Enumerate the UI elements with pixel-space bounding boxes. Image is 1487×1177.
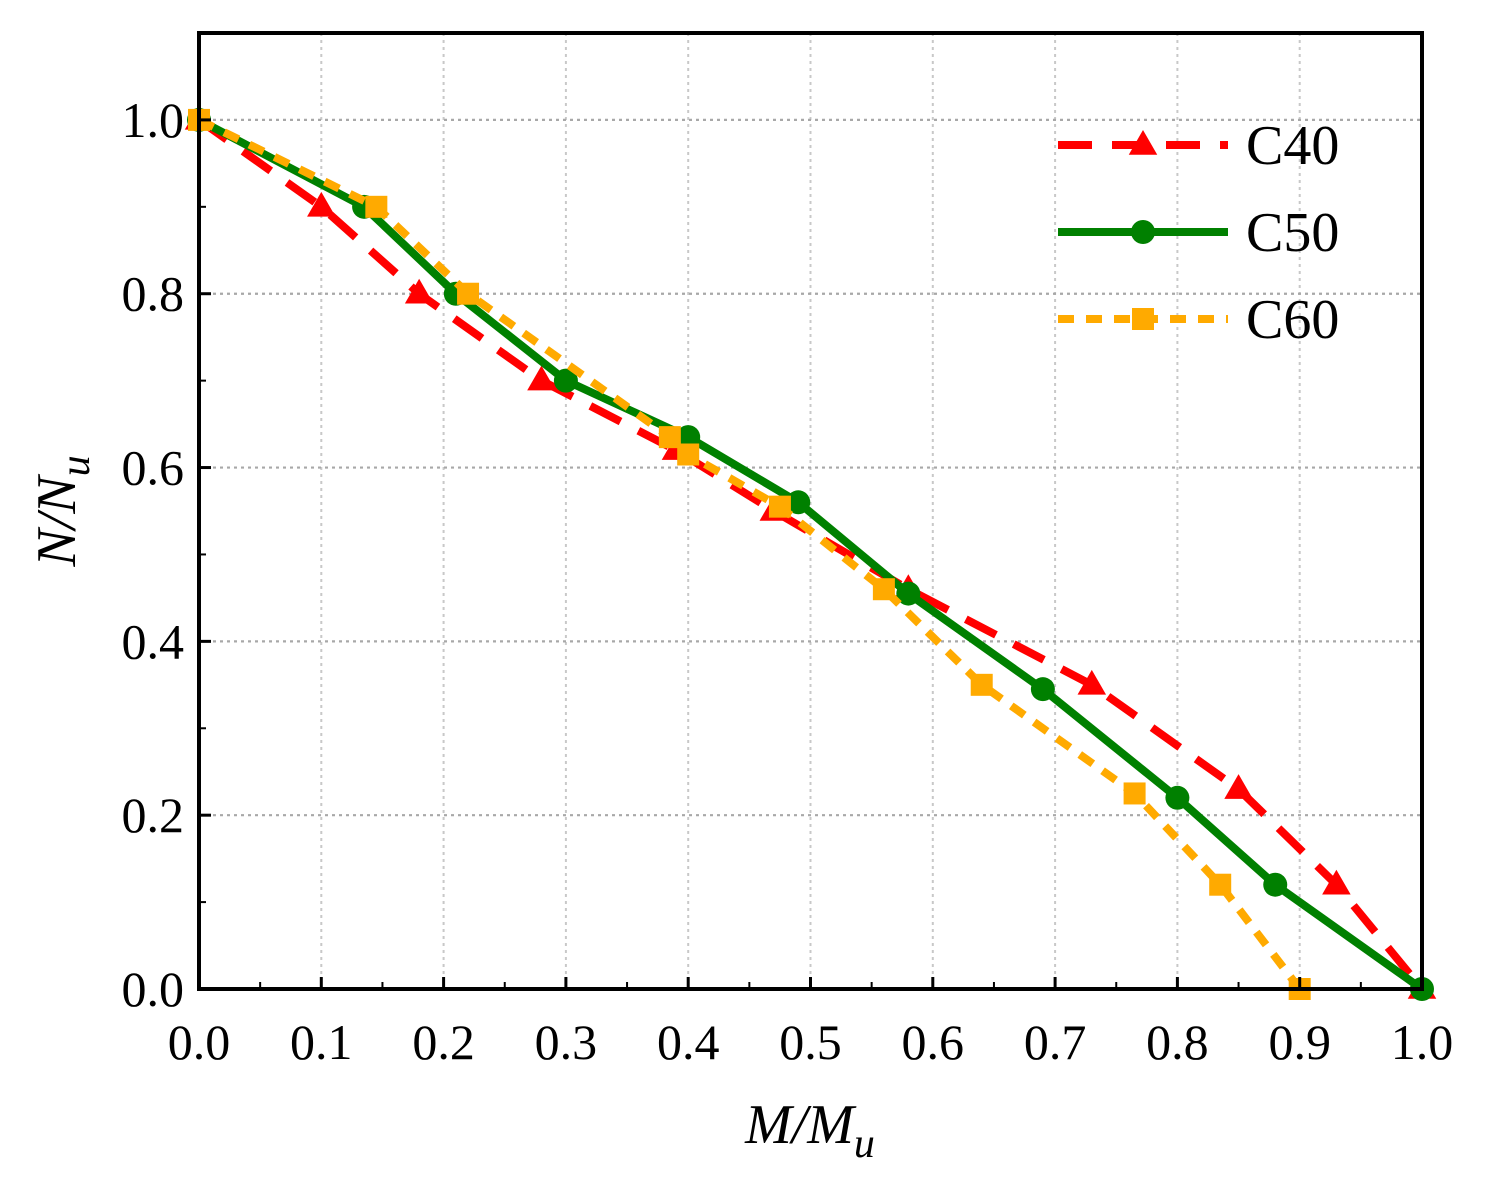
data-point-c60 bbox=[872, 578, 895, 601]
x-tick-label: 0.6 bbox=[902, 1014, 965, 1070]
data-point-c40 bbox=[404, 278, 434, 304]
y-tick-label: 0.2 bbox=[122, 787, 185, 843]
x-tick-label: 0.3 bbox=[535, 1014, 598, 1070]
ticks bbox=[197, 118, 1424, 991]
x-tick-label: 0.5 bbox=[779, 1014, 842, 1070]
y-tick-label: 0.6 bbox=[122, 440, 185, 496]
x-axis-title-sub: u bbox=[854, 1121, 875, 1167]
x-tick-label: 0.2 bbox=[412, 1014, 475, 1070]
data-point-c60 bbox=[768, 495, 791, 518]
y-tick-label: 0.8 bbox=[122, 266, 185, 322]
x-tick-label: 0.8 bbox=[1146, 1014, 1209, 1070]
x-tick-label: 0.9 bbox=[1268, 1014, 1331, 1070]
data-point-c60 bbox=[970, 673, 993, 696]
y-axis-title: N/Nu bbox=[26, 455, 99, 567]
y-tick-label: 1.0 bbox=[122, 92, 185, 148]
data-point-c50 bbox=[553, 368, 578, 393]
x-tick-label: 0.7 bbox=[1024, 1014, 1087, 1070]
data-point-c60 bbox=[658, 426, 681, 449]
legend-marker-c40 bbox=[1128, 130, 1158, 155]
data-point-c40 bbox=[527, 365, 556, 391]
legend-marker-c50 bbox=[1131, 220, 1155, 244]
legend: C40 C50 C60 bbox=[1058, 115, 1339, 351]
series-line-c60 bbox=[197, 116, 1303, 992]
data-point-c40 bbox=[307, 191, 336, 217]
data-point-c40 bbox=[1077, 669, 1107, 695]
legend-label-c50: C50 bbox=[1246, 202, 1339, 264]
x-tick-label: 1.0 bbox=[1391, 1014, 1454, 1070]
y-axis-title-main: N/N bbox=[26, 474, 88, 568]
y-tick-label: 0.4 bbox=[122, 613, 185, 669]
data-point-c60 bbox=[457, 282, 480, 305]
legend-item-c50: C50 bbox=[1058, 202, 1339, 264]
data-point-c40 bbox=[1322, 869, 1351, 895]
x-tick-label: 0.4 bbox=[657, 1014, 720, 1070]
legend-label-c60: C60 bbox=[1246, 289, 1339, 351]
data-point-c50 bbox=[676, 425, 701, 450]
y-axis-title-sub: u bbox=[53, 455, 99, 476]
data-point-c60 bbox=[677, 443, 700, 466]
x-axis-title-main: M/M bbox=[744, 1094, 857, 1156]
data-point-c60 bbox=[1209, 873, 1232, 896]
x-axis-title: M/Mu bbox=[744, 1094, 875, 1167]
data-point-c50 bbox=[1030, 677, 1055, 702]
legend-marker-c60 bbox=[1132, 308, 1154, 330]
legend-item-c60: C60 bbox=[1058, 289, 1339, 351]
data-point-c40 bbox=[1224, 774, 1253, 799]
data-point-c60 bbox=[365, 195, 388, 218]
y-tick-label: 0.0 bbox=[122, 961, 185, 1017]
data-point-c50 bbox=[1263, 872, 1288, 897]
tick-labels: 0.0 0.1 0.2 0.3 0.4 0.5 0.6 0.7 0.8 0.9 1.0 0.0 0.2 0… bbox=[122, 92, 1454, 1070]
data-point-c60 bbox=[1123, 782, 1146, 805]
x-tick-label: 0.0 bbox=[168, 1014, 231, 1070]
data-point-c50 bbox=[786, 490, 811, 515]
legend-item-c40: C40 bbox=[1058, 115, 1339, 177]
grid bbox=[199, 33, 1422, 989]
x-tick-label: 0.1 bbox=[290, 1014, 353, 1070]
data-point-c50 bbox=[1165, 785, 1190, 810]
legend-label-c40: C40 bbox=[1246, 115, 1339, 177]
series-line-c40 bbox=[196, 116, 1426, 992]
data-point-c50 bbox=[896, 581, 921, 606]
